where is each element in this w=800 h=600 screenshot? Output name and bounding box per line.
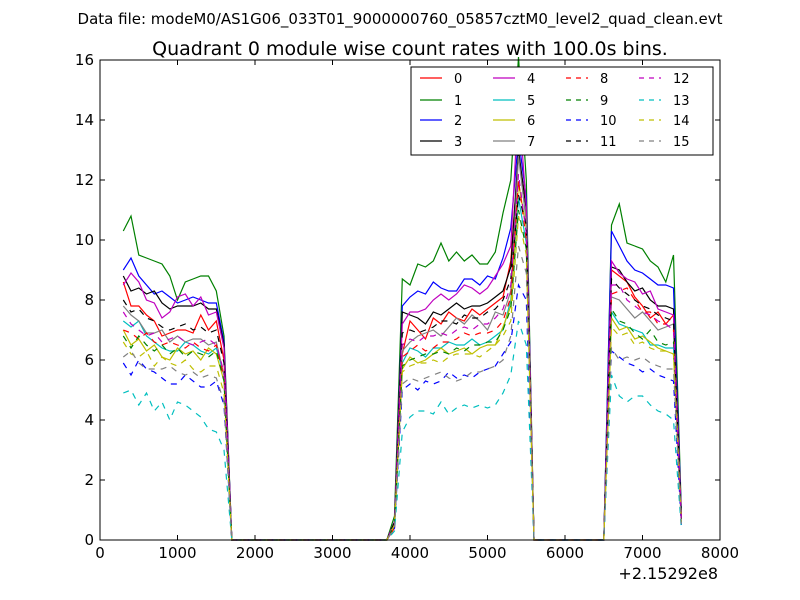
legend-box [410, 66, 714, 156]
y-tick-label: 10 [75, 231, 94, 249]
legend-label-15: 15 [673, 135, 690, 150]
series-line-14 [122, 215, 682, 541]
legend-label-6: 6 [527, 114, 535, 129]
legend-label-4: 4 [527, 72, 535, 87]
series-line-12 [122, 173, 682, 541]
legend-label-3: 3 [454, 135, 462, 150]
x-tick-label: 8000 [701, 544, 739, 562]
legend-label-0: 0 [454, 72, 462, 87]
legend-label-12: 12 [673, 72, 690, 87]
legend-label-13: 13 [673, 94, 690, 109]
chart-title: Quadrant 0 module wise count rates with … [152, 38, 668, 60]
x-tick-label: 2000 [236, 544, 274, 562]
legend-label-2: 2 [454, 114, 462, 129]
legend-label-14: 14 [673, 114, 690, 129]
y-tick-label: 4 [84, 411, 94, 429]
x-tick-label: 5000 [468, 544, 506, 562]
x-tick-label: 4000 [391, 544, 429, 562]
x-tick-label: 6000 [546, 544, 584, 562]
legend-label-7: 7 [527, 135, 535, 150]
y-tick-label: 2 [84, 471, 94, 489]
x-tick-label: 0 [95, 544, 105, 562]
figure-suptitle: Data file: modeM0/AS1G06_033T01_90000007… [78, 10, 723, 29]
legend-label-1: 1 [454, 94, 462, 109]
y-tick-label: 14 [75, 111, 94, 129]
legend-label-8: 8 [600, 72, 608, 87]
x-tick-label: 1000 [158, 544, 196, 562]
x-tick-label: 3000 [313, 544, 351, 562]
legend-label-11: 11 [600, 135, 617, 150]
legend-label-10: 10 [600, 114, 617, 129]
y-tick-label: 0 [84, 531, 94, 549]
y-tick-label: 8 [84, 291, 94, 309]
axis-ticks: 0 1000 2000 3000 4000 5000 6000 7000 80000246810… [75, 51, 739, 562]
y-tick-label: 12 [75, 171, 94, 189]
x-offset-label: +2.15292e8 [618, 564, 718, 583]
y-tick-label: 6 [84, 351, 94, 369]
x-tick-label: 7000 [623, 544, 661, 562]
legend-label-9: 9 [600, 94, 608, 109]
legend-label-5: 5 [527, 94, 535, 109]
y-tick-label: 16 [75, 51, 94, 69]
